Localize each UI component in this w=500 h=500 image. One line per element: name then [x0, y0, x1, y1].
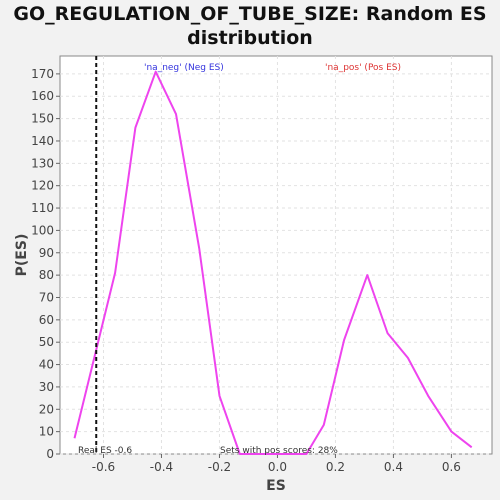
x-tick-label: 0.4: [384, 460, 403, 474]
y-tick-label: 130: [31, 156, 54, 170]
y-tick-label: 140: [31, 134, 54, 148]
y-tick-label: 110: [31, 201, 54, 215]
plot-background: [59, 55, 493, 455]
x-axis-label: ES: [266, 478, 286, 494]
chart-title-line2: distribution: [187, 27, 313, 49]
y-tick-label: 80: [39, 268, 54, 282]
y-tick-label: 40: [39, 358, 54, 372]
y-tick-label: 30: [39, 380, 54, 394]
x-tick-label: -0.2: [208, 460, 231, 474]
legend-neg: 'na_neg' (Neg ES): [144, 63, 224, 73]
chart-title-line1: GO_REGULATION_OF_TUBE_SIZE: Random ES: [13, 3, 487, 25]
y-tick-label: 160: [31, 89, 54, 103]
chart-title: GO_REGULATION_OF_TUBE_SIZE: Random ES di…: [0, 2, 500, 50]
axes: 0 10 20 30 40 50 60 70 80 90 100 110 120 130 140 150 160…: [31, 67, 461, 474]
y-tick-label: 60: [39, 313, 54, 327]
y-tick-label: 150: [31, 112, 54, 126]
y-tick-label: 90: [39, 246, 54, 260]
y-tick-label: 0: [46, 447, 54, 461]
y-axis-label: P(ES): [14, 234, 30, 277]
x-tick-label: -0.6: [92, 460, 115, 474]
y-tick-label: 120: [31, 179, 54, 193]
y-tick-label: 10: [39, 425, 54, 439]
marks: [73, 56, 473, 455]
real-es-label: Real ES -0.6: [78, 446, 132, 456]
y-tick-label: 100: [31, 223, 54, 237]
y-tick-label: 170: [31, 67, 54, 81]
x-tick-label: -0.4: [150, 460, 173, 474]
pos-scores-label: Sets with pos scores: 28%: [220, 446, 338, 456]
legend-pos: 'na_pos' (Pos ES): [325, 63, 401, 73]
grid: [60, 56, 492, 455]
series-line: [73, 70, 473, 455]
x-tick-label: 0.6: [442, 460, 461, 474]
x-tick-label: 0.2: [326, 460, 345, 474]
x-tick-label: 0.0: [268, 460, 287, 474]
y-tick-label: 50: [39, 335, 54, 349]
y-tick-label: 20: [39, 402, 54, 416]
y-tick-label: 70: [39, 290, 54, 304]
